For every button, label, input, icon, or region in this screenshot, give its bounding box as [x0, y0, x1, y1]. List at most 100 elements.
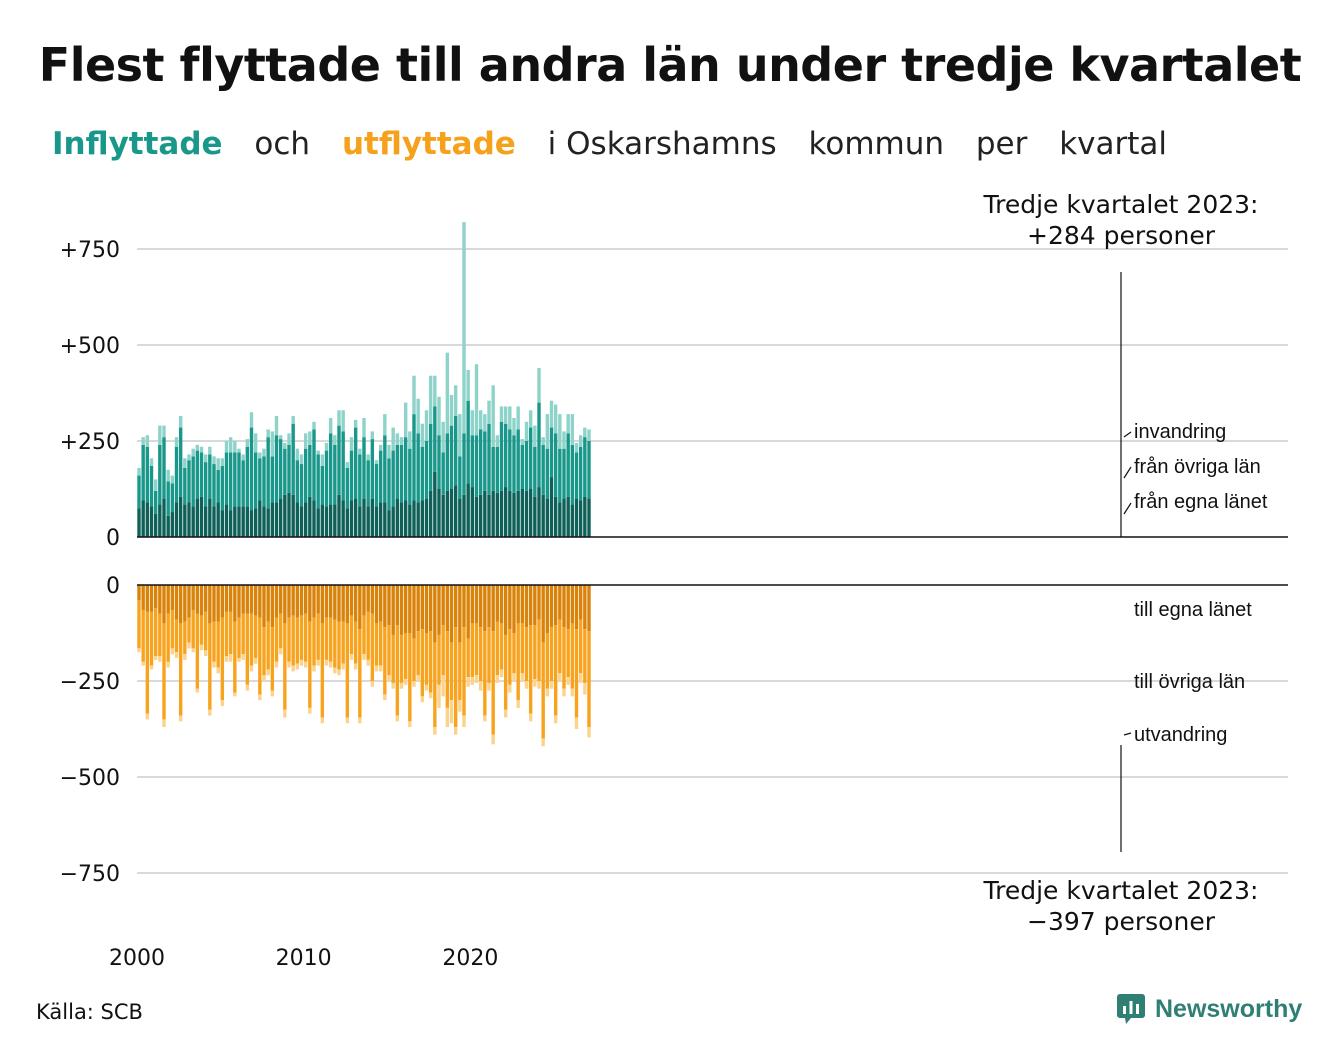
bar-fran-egna-lanet — [520, 489, 525, 537]
bar-fran-egna-lanet — [378, 502, 383, 537]
bar-till-egna-lanet — [428, 585, 433, 632]
bar-invandring — [491, 385, 495, 447]
annotation-top-line2: +284 personer — [1027, 221, 1216, 250]
bar-till-egna-lanet — [420, 585, 425, 630]
bar-utvandring — [320, 717, 325, 724]
bar-fran-ovriga-lan — [345, 467, 350, 509]
bar-till-egna-lanet — [378, 585, 383, 622]
bar-fran-egna-lanet — [583, 496, 587, 537]
bar-fran-ovriga-lan — [528, 427, 533, 489]
x-tick-label: 2020 — [442, 946, 498, 971]
bar-fran-egna-lanet — [237, 506, 241, 537]
bar-fran-egna-lanet — [137, 508, 141, 537]
bar-utvandring — [466, 677, 470, 687]
bar-fran-egna-lanet — [320, 504, 325, 537]
bar-till-egna-lanet — [274, 585, 279, 618]
bar-utvandring — [545, 688, 550, 697]
bar-invandring — [303, 433, 308, 449]
bar-fran-ovriga-lan — [458, 456, 462, 499]
bar-invandring — [499, 406, 504, 422]
bar-till-ovriga-lan — [228, 611, 233, 655]
bar-fran-egna-lanet — [337, 494, 341, 537]
bar-invandring — [341, 410, 345, 432]
bar-till-egna-lanet — [303, 585, 308, 614]
bar-invandring — [474, 364, 479, 436]
bar-till-ovriga-lan — [524, 627, 529, 681]
bar-invandring — [549, 400, 554, 428]
bar-utvandring — [341, 663, 345, 670]
bar-fran-ovriga-lan — [245, 446, 250, 507]
bar-till-ovriga-lan — [187, 617, 191, 643]
bar-till-egna-lanet — [320, 585, 325, 624]
bar-fran-egna-lanet — [495, 492, 500, 537]
bar-utvandring — [295, 663, 300, 670]
bar-utvandring — [574, 717, 579, 729]
bar-till-egna-lanet — [316, 585, 320, 614]
bar-till-egna-lanet — [491, 585, 495, 632]
bar-fran-egna-lanet — [233, 506, 237, 537]
bar-till-egna-lanet — [562, 585, 566, 628]
bar-till-ovriga-lan — [558, 619, 562, 674]
bar-till-egna-lanet — [487, 585, 491, 628]
bar-till-egna-lanet — [374, 585, 379, 624]
bar-till-ovriga-lan — [291, 615, 295, 666]
bar-fran-ovriga-lan — [183, 467, 187, 505]
bar-fran-ovriga-lan — [366, 460, 370, 507]
subtitle-kvartal: kvartal — [1059, 126, 1168, 162]
bar-fran-ovriga-lan — [137, 475, 141, 509]
bar-fran-egna-lanet — [312, 500, 316, 537]
bar-till-ovriga-lan — [153, 608, 158, 657]
bar-fran-ovriga-lan — [249, 427, 254, 511]
bar-till-egna-lanet — [199, 585, 204, 616]
bar-fran-egna-lanet — [533, 496, 537, 537]
bar-till-egna-lanet — [424, 585, 429, 633]
y-tick-label-top: +750 — [60, 238, 120, 263]
bar-fran-ovriga-lan — [570, 444, 575, 505]
bar-till-egna-lanet — [299, 585, 304, 616]
bar-till-egna-lanet — [470, 585, 475, 624]
bar-till-ovriga-lan — [483, 631, 487, 716]
bar-fran-egna-lanet — [570, 504, 575, 537]
bar-till-ovriga-lan — [195, 613, 200, 689]
bar-fran-egna-lanet — [383, 502, 387, 537]
y-tick-label-bottom: −250 — [60, 670, 120, 695]
bar-till-egna-lanet — [203, 585, 208, 612]
bar-fran-ovriga-lan — [395, 444, 400, 499]
bar-invandring — [145, 435, 150, 447]
bar-utvandring — [158, 656, 162, 662]
bar-utvandring — [499, 669, 504, 678]
bar-utvandring — [199, 644, 204, 651]
bar-invandring — [295, 448, 300, 461]
bar-fran-egna-lanet — [333, 504, 337, 537]
bar-invandring — [203, 454, 208, 463]
bar-till-ovriga-lan — [399, 634, 404, 683]
bar-invandring — [470, 410, 475, 436]
bar-invandring — [378, 444, 383, 451]
bar-invandring — [408, 431, 412, 449]
bar-fran-ovriga-lan — [349, 450, 354, 501]
bar-fran-egna-lanet — [412, 500, 416, 537]
bar-invandring — [166, 469, 170, 482]
bar-fran-egna-lanet — [253, 508, 258, 537]
bar-invandring — [558, 414, 562, 449]
bar-utvandring — [145, 713, 150, 720]
bar-utvandring — [462, 715, 466, 728]
bar-utvandring — [549, 681, 554, 689]
bar-fran-egna-lanet — [245, 506, 250, 537]
bar-till-egna-lanet — [391, 585, 395, 635]
subtitle-utflyttade: utflyttade — [341, 126, 516, 162]
bar-fran-egna-lanet — [374, 506, 379, 537]
bar-till-egna-lanet — [262, 585, 266, 628]
bar-utvandring — [503, 709, 508, 718]
bar-invandring — [349, 437, 354, 451]
bar-invandring — [487, 400, 491, 424]
label-fran-ovriga-lan: från övriga län — [1134, 456, 1261, 478]
bar-fran-egna-lanet — [470, 487, 475, 537]
bar-fran-egna-lanet — [220, 510, 225, 537]
bar-utvandring — [212, 661, 216, 668]
bar-fran-egna-lanet — [224, 504, 229, 537]
label-utvandring: utvandring — [1134, 724, 1227, 746]
bar-fran-ovriga-lan — [216, 469, 220, 503]
bar-till-egna-lanet — [141, 585, 145, 610]
bar-invandring — [170, 475, 175, 484]
